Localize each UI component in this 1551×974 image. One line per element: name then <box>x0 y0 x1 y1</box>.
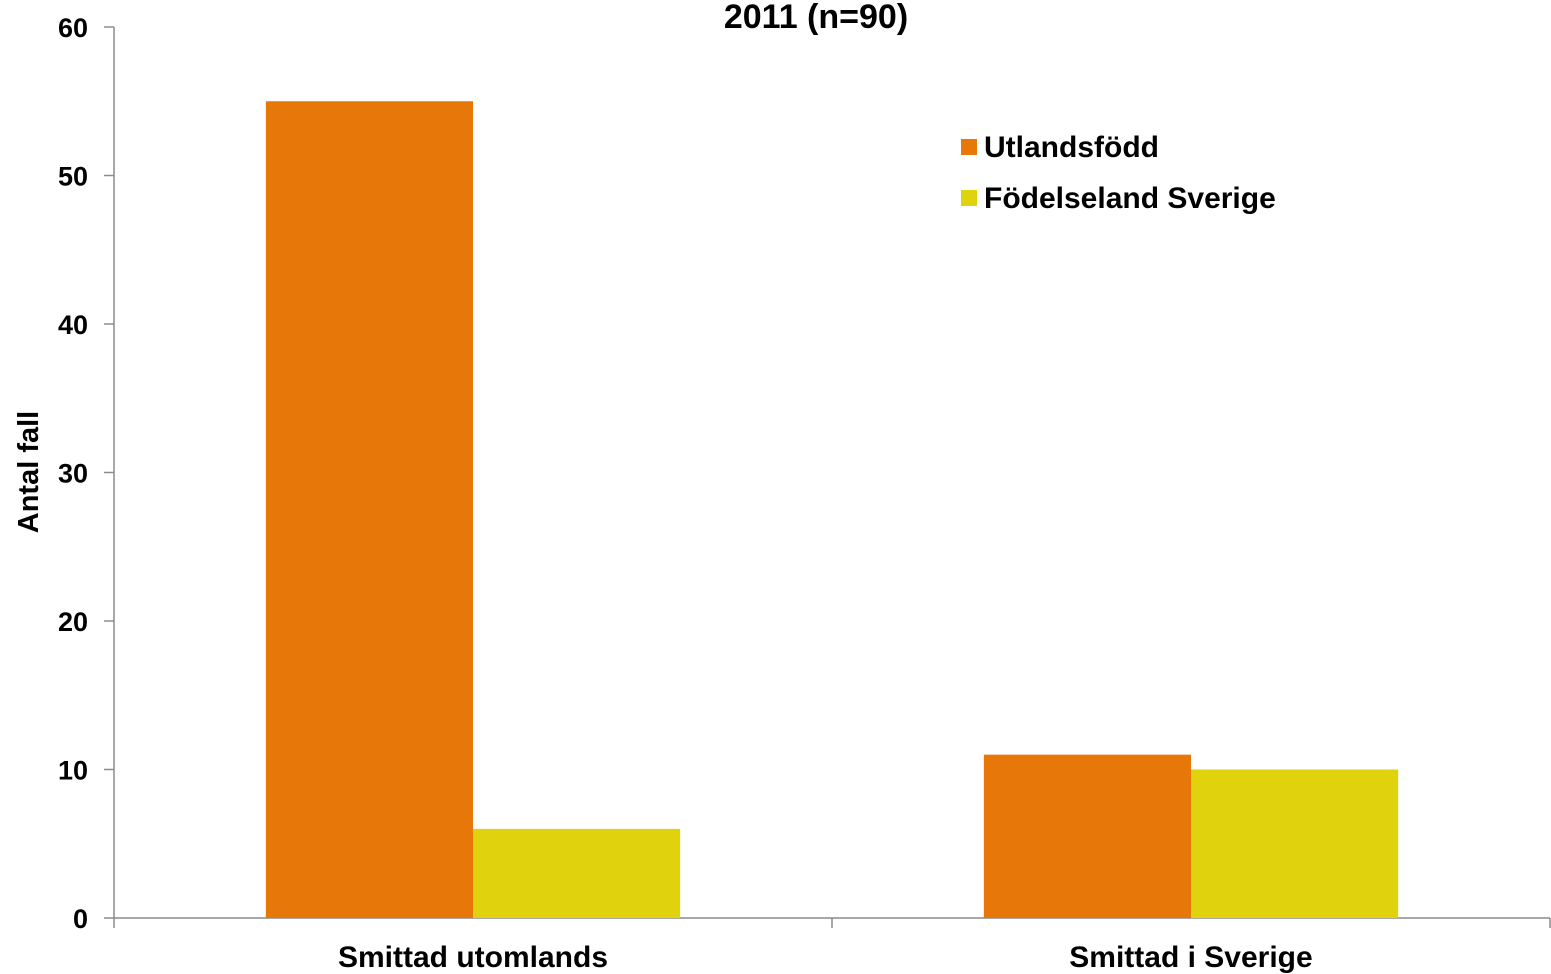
x-axis: Smittad utomlands Smittad i Sverige <box>113 917 1551 974</box>
chart-title: 2011 (n=90) <box>724 0 908 36</box>
y-tick-label: 60 <box>58 13 88 43</box>
legend-swatch <box>961 190 977 206</box>
y-tick-label: 20 <box>58 607 88 637</box>
y-tick-label: 50 <box>58 162 88 192</box>
legend-label: Utlandsfödd <box>984 131 1159 164</box>
legend: Utlandsfödd Födelseland Sverige <box>961 131 1276 215</box>
bar <box>265 101 473 918</box>
y-tick-label: 10 <box>58 756 88 786</box>
bars <box>265 101 1399 918</box>
bar <box>1191 769 1399 918</box>
legend-label: Födelseland Sverige <box>984 182 1276 215</box>
bar <box>473 828 681 918</box>
x-category-label: Smittad utomlands <box>338 941 608 974</box>
y-tick-label: 40 <box>58 310 88 340</box>
y-tick-label: 0 <box>73 904 88 934</box>
bar <box>983 754 1191 918</box>
x-category-label: Smittad i Sverige <box>1069 941 1312 974</box>
y-axis: 0 10 20 30 40 50 60 <box>58 13 115 934</box>
y-tick-label: 30 <box>58 459 88 489</box>
y-axis-label: Antal fall <box>13 411 45 533</box>
legend-swatch <box>961 139 977 155</box>
